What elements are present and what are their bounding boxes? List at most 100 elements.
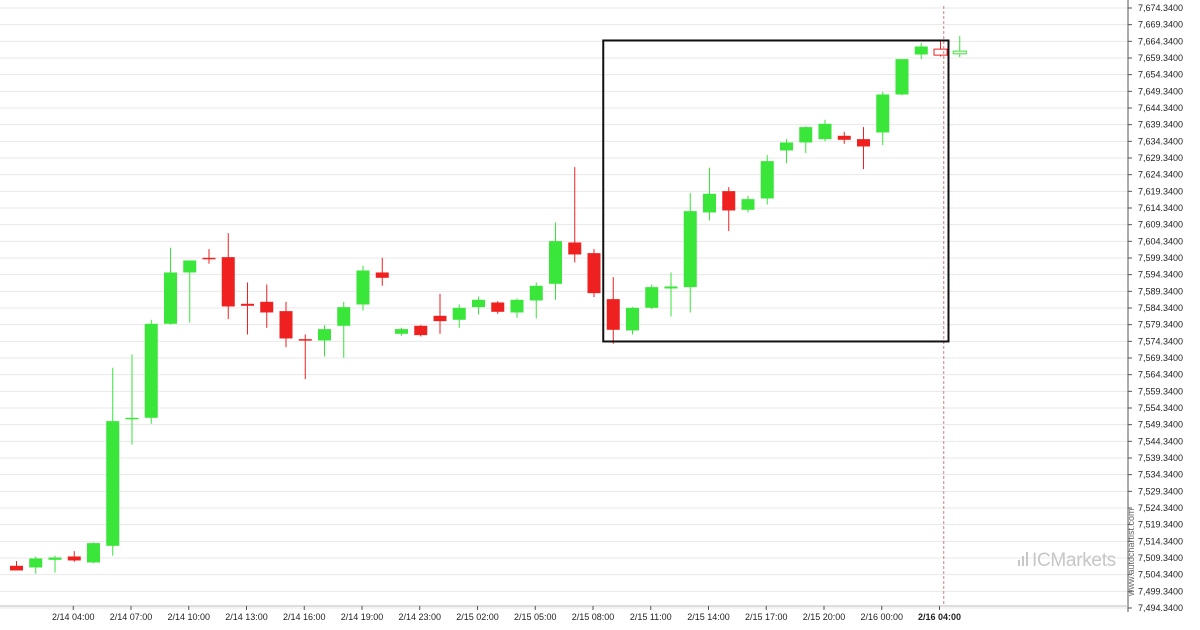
candle-body: [952, 50, 967, 55]
candle-body: [164, 272, 177, 324]
candle: [67, 551, 81, 562]
candle-body: [183, 260, 197, 273]
candle: [587, 249, 601, 298]
candle: [799, 126, 813, 154]
candle-body: [587, 253, 601, 294]
candle-body: [414, 325, 428, 336]
y-tick-label: 7,559.3400: [1138, 386, 1183, 396]
candle-body: [337, 307, 351, 326]
candle-body: [260, 301, 274, 313]
candle: [645, 284, 659, 310]
x-tick-label: 2/14 16:00: [283, 612, 326, 622]
candle-body: [683, 211, 697, 288]
candle-body: [29, 558, 43, 568]
y-tick-label: 7,669.3400: [1138, 20, 1183, 30]
y-tick-label: 7,659.3400: [1138, 53, 1183, 63]
candle: [780, 139, 793, 164]
candle: [722, 187, 736, 232]
y-tick-label: 7,629.3400: [1138, 153, 1183, 163]
brand-watermark: ICMarkets: [1032, 550, 1116, 571]
candle-body: [933, 48, 948, 56]
icmarkets-watermark-logo: ICMarkets: [1018, 550, 1116, 572]
y-tick-label: 7,564.3400: [1138, 370, 1183, 380]
candle-body: [760, 161, 774, 199]
y-tick-label: 7,504.3400: [1138, 570, 1183, 580]
candle: [876, 91, 890, 146]
y-tick-label: 7,499.3400: [1138, 586, 1183, 596]
candle: [664, 272, 678, 317]
y-tick-label: 7,494.3400: [1138, 603, 1183, 613]
candle-body: [144, 323, 158, 418]
x-tick-label: 2/14 13:00: [225, 612, 268, 622]
candle: [952, 35, 967, 58]
candle: [337, 301, 351, 358]
y-tick-label: 7,509.3400: [1138, 553, 1183, 563]
candle: [452, 304, 466, 328]
candle-body: [433, 315, 447, 322]
candle: [395, 327, 408, 336]
candle: [221, 233, 235, 320]
candle-body: [722, 191, 736, 211]
candle-body: [876, 94, 890, 133]
candle-body: [202, 257, 216, 260]
candle: [760, 155, 774, 205]
candle: [433, 293, 447, 334]
candle-body: [645, 287, 659, 308]
candle: [914, 43, 928, 60]
x-tick-label: 2/16 04:00: [918, 612, 961, 622]
y-tick-label: 7,544.3400: [1138, 436, 1183, 446]
y-tick-label: 7,529.3400: [1138, 486, 1183, 496]
y-tick-label: 7,534.3400: [1138, 470, 1183, 480]
candle: [144, 319, 158, 424]
x-axis: 2/14 04:00 2/14 07:00 2/14 10:00 2/14 13:00…: [0, 605, 1128, 622]
candle: [202, 249, 216, 264]
candle-body: [895, 59, 909, 95]
candle-body: [318, 329, 331, 341]
candle-body: [356, 270, 370, 305]
candle: [933, 41, 948, 57]
candle: [606, 277, 620, 344]
candle: [895, 59, 909, 96]
candle-body: [106, 421, 120, 546]
y-tick-label: 7,539.3400: [1138, 453, 1183, 463]
candle: [414, 325, 428, 337]
candle-body: [568, 242, 582, 255]
candle: [48, 555, 62, 573]
candle-body: [375, 272, 389, 278]
candle-body: [529, 285, 543, 301]
bars-icon: [1018, 550, 1030, 572]
candle-body: [549, 241, 562, 284]
grid-lines: [0, 7, 1128, 609]
y-tick-label: 7,604.3400: [1138, 236, 1183, 246]
x-tick-label: 2/14 19:00: [341, 612, 384, 622]
y-tick-label: 7,674.3400: [1138, 3, 1183, 13]
candle-body: [703, 193, 716, 213]
candle-body: [741, 199, 755, 210]
candle-body: [799, 127, 813, 143]
y-tick-label: 7,624.3400: [1138, 170, 1183, 180]
candle-body: [914, 46, 928, 55]
y-axis: 7,494.3400 7,499.3400 7,504.3400 7,509.3400…: [1127, 0, 1183, 613]
y-tick-label: 7,584.3400: [1138, 303, 1183, 313]
candle-body: [664, 286, 678, 289]
candle: [279, 301, 293, 348]
candle-body: [491, 302, 505, 312]
y-tick-label: 7,634.3400: [1138, 136, 1183, 146]
candle: [472, 296, 485, 315]
candle: [529, 282, 543, 319]
x-tick-label: 2/15 17:00: [745, 612, 788, 622]
y-tick-label: 7,549.3400: [1138, 420, 1183, 430]
candle: [626, 307, 639, 335]
y-tick-label: 7,654.3400: [1138, 70, 1183, 80]
candle: [298, 334, 312, 380]
candle-body: [10, 565, 23, 571]
candle-body: [279, 311, 293, 339]
y-tick-label: 7,594.3400: [1138, 270, 1183, 280]
candle: [568, 167, 582, 263]
x-tick-label: 2/15 08:00: [572, 612, 615, 622]
candle: [164, 247, 177, 325]
candle: [703, 167, 716, 221]
y-tick-label: 7,609.3400: [1138, 220, 1183, 230]
candle-body: [452, 307, 466, 320]
